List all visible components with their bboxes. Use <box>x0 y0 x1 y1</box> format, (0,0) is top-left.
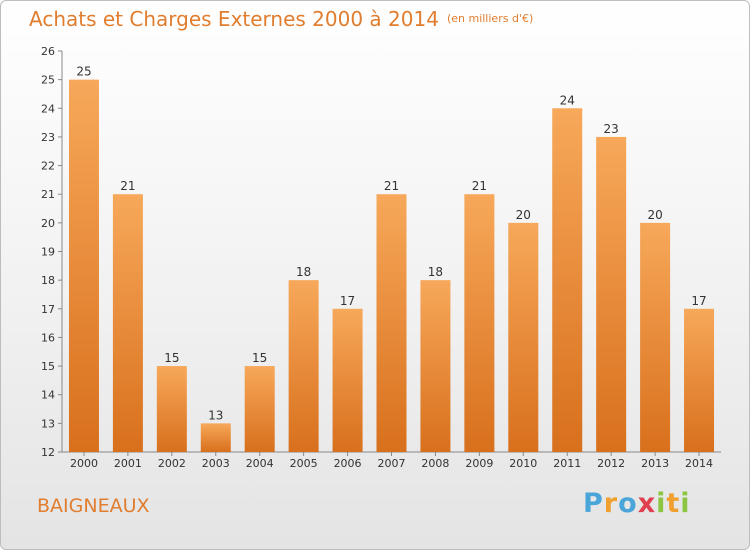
logo-letter: r <box>603 488 619 519</box>
bar-2008 <box>420 280 451 452</box>
y-tick-label: 13 <box>41 417 55 430</box>
bar-2014 <box>684 308 715 452</box>
x-tick-label: 2010 <box>509 457 537 470</box>
x-tick-label: 2012 <box>597 457 625 470</box>
value-label: 15 <box>252 351 267 365</box>
value-label: 18 <box>296 265 311 279</box>
value-label: 20 <box>647 208 662 222</box>
value-label: 17 <box>691 294 706 308</box>
bar-2006 <box>332 308 363 452</box>
x-tick-label: 2001 <box>114 457 142 470</box>
y-tick-label: 16 <box>41 331 55 344</box>
x-tick-label: 2006 <box>334 457 362 470</box>
logo-letter: P <box>583 488 604 519</box>
logo-letter: t <box>666 488 681 519</box>
value-label: 21 <box>120 179 135 193</box>
logo-letter: i <box>656 488 667 519</box>
y-tick-label: 19 <box>41 246 55 259</box>
x-tick-label: 2002 <box>158 457 186 470</box>
value-label: 24 <box>560 93 575 107</box>
x-tick-label: 2013 <box>641 457 669 470</box>
title-unit: (en milliers d'€) <box>446 12 534 25</box>
value-label: 13 <box>208 408 223 422</box>
x-tick-label: 2000 <box>70 457 98 470</box>
commune-name: BAIGNEAUX <box>37 495 150 517</box>
y-tick-label: 14 <box>41 389 55 402</box>
x-tick-label: 2011 <box>553 457 581 470</box>
value-label: 23 <box>604 122 619 136</box>
y-tick-label: 23 <box>41 131 55 144</box>
value-label: 18 <box>428 265 443 279</box>
x-tick-label: 2007 <box>378 457 406 470</box>
y-tick-label: 26 <box>41 45 55 58</box>
y-tick-label: 18 <box>41 274 55 287</box>
value-label: 17 <box>340 294 355 308</box>
value-label: 21 <box>472 179 487 193</box>
bar-2002 <box>156 366 187 452</box>
bar-2000 <box>68 79 99 453</box>
x-tick-label: 2005 <box>290 457 318 470</box>
value-label: 20 <box>516 208 531 222</box>
bar-2012 <box>596 136 627 452</box>
value-label: 25 <box>76 65 91 79</box>
bar-2001 <box>112 194 143 452</box>
x-tick-label: 2014 <box>685 457 713 470</box>
logo-letter: x <box>637 488 657 519</box>
y-tick-label: 25 <box>41 74 55 87</box>
value-label: 15 <box>164 351 179 365</box>
y-tick-label: 22 <box>41 160 55 173</box>
x-tick-label: 2008 <box>421 457 449 470</box>
y-tick-label: 24 <box>41 102 55 115</box>
y-tick-label: 15 <box>41 360 55 373</box>
bar-2013 <box>640 222 671 452</box>
x-tick-label: 2004 <box>246 457 274 470</box>
chart-title: Achats et Charges Externes 2000 à 2014 (e… <box>29 7 533 31</box>
logo-letter: i <box>680 488 691 519</box>
y-tick-label: 17 <box>41 303 55 316</box>
value-label: 21 <box>384 179 399 193</box>
bar-2009 <box>464 194 495 452</box>
y-tick-label: 20 <box>41 217 55 230</box>
y-tick-label: 21 <box>41 188 55 201</box>
bar-2007 <box>376 194 407 452</box>
logo-letter: o <box>618 488 638 519</box>
bar-2003 <box>200 423 231 452</box>
bar-2004 <box>244 366 275 452</box>
bar-2011 <box>552 108 583 453</box>
x-tick-label: 2003 <box>202 457 230 470</box>
y-tick-label: 12 <box>41 446 55 459</box>
x-tick-label: 2009 <box>465 457 493 470</box>
title-text: Achats et Charges Externes 2000 à 2014 <box>29 7 439 31</box>
proxiti-logo: Proxiti <box>583 488 691 519</box>
bar-2005 <box>288 280 319 452</box>
bar-2010 <box>508 222 539 452</box>
